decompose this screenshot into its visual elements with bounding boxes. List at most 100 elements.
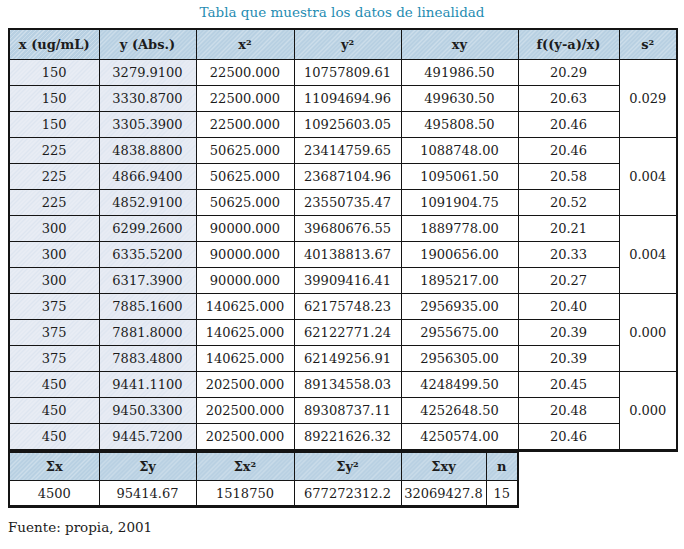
col-header-x: x (ug/mL) [9, 29, 99, 60]
sum-n: 15 [486, 481, 518, 507]
cell-s2: 0.004 [619, 138, 677, 216]
cell-x2: 50625.000 [196, 164, 294, 190]
cell-xy: 1895217.00 [401, 268, 518, 294]
cell-f: 20.46 [518, 112, 619, 138]
cell-xy: 4252648.50 [401, 398, 518, 424]
table-row: 150 3305.3900 22500.000 10925603.05 4958… [9, 112, 677, 138]
cell-y2: 23414759.65 [294, 138, 401, 164]
table-row: 225 4852.9100 50625.000 23550735.47 1091… [9, 190, 677, 216]
cell-xy: 2956305.00 [401, 346, 518, 372]
cell-x: 225 [9, 190, 99, 216]
table-row: 300 6299.2600 90000.000 39680676.55 1889… [9, 216, 677, 242]
cell-xy: 1889778.00 [401, 216, 518, 242]
cell-y2: 39680676.55 [294, 216, 401, 242]
cell-y: 6299.2600 [99, 216, 196, 242]
table-row: 375 7885.1600 140625.000 62175748.23 295… [9, 294, 677, 320]
cell-xy: 1091904.75 [401, 190, 518, 216]
cell-x: 150 [9, 112, 99, 138]
cell-y: 4838.8800 [99, 138, 196, 164]
cell-f: 20.48 [518, 398, 619, 424]
sum-y2: 677272312.2 [294, 481, 401, 507]
cell-f: 20.39 [518, 346, 619, 372]
summary-value-row: 4500 95414.67 1518750 677272312.2 320694… [9, 481, 518, 507]
table-row: 225 4838.8800 50625.000 23414759.65 1088… [9, 138, 677, 164]
sum-header-sy2: Σy² [294, 453, 401, 481]
cell-x: 450 [9, 372, 99, 398]
cell-y2: 89134558.03 [294, 372, 401, 398]
cell-x2: 140625.000 [196, 320, 294, 346]
cell-y: 9450.3300 [99, 398, 196, 424]
sum-header-sx: Σx [9, 453, 99, 481]
col-header-y: y (Abs.) [99, 29, 196, 60]
cell-x: 450 [9, 398, 99, 424]
cell-xy: 1088748.00 [401, 138, 518, 164]
cell-x2: 90000.000 [196, 268, 294, 294]
cell-y: 9445.7200 [99, 424, 196, 451]
cell-y: 3305.3900 [99, 112, 196, 138]
cell-x2: 22500.000 [196, 86, 294, 112]
cell-f: 20.29 [518, 60, 619, 86]
cell-x: 375 [9, 346, 99, 372]
sum-y: 95414.67 [99, 481, 196, 507]
cell-f: 20.33 [518, 242, 619, 268]
table-row: 375 7883.4800 140625.000 62149256.91 295… [9, 346, 677, 372]
cell-x: 300 [9, 216, 99, 242]
col-header-y2: y² [294, 29, 401, 60]
cell-f: 20.46 [518, 424, 619, 451]
cell-xy: 491986.50 [401, 60, 518, 86]
cell-y: 3330.8700 [99, 86, 196, 112]
table-row: 300 6317.3900 90000.000 39909416.41 1895… [9, 268, 677, 294]
cell-x: 225 [9, 138, 99, 164]
linearity-table: x (ug/mL) y (Abs.) x² y² xy f((y-a)/x) s… [8, 28, 678, 452]
sum-xy: 32069427.8 [401, 481, 486, 507]
col-header-x2: x² [196, 29, 294, 60]
cell-x: 300 [9, 242, 99, 268]
cell-xy: 495808.50 [401, 112, 518, 138]
cell-xy: 2955675.00 [401, 320, 518, 346]
table-row: 300 6335.5200 90000.000 40138813.67 1900… [9, 242, 677, 268]
cell-y2: 39909416.41 [294, 268, 401, 294]
cell-y2: 23550735.47 [294, 190, 401, 216]
cell-y2: 10757809.61 [294, 60, 401, 86]
cell-f: 20.46 [518, 138, 619, 164]
col-header-s2: s² [619, 29, 677, 60]
cell-y: 7881.8000 [99, 320, 196, 346]
col-header-f: f((y-a)/x) [518, 29, 619, 60]
cell-x: 225 [9, 164, 99, 190]
table-row: 225 4866.9400 50625.000 23687104.96 1095… [9, 164, 677, 190]
cell-xy: 4248499.50 [401, 372, 518, 398]
cell-s2: 0.004 [619, 216, 677, 294]
cell-x: 300 [9, 268, 99, 294]
cell-y2: 62175748.23 [294, 294, 401, 320]
cell-f: 20.40 [518, 294, 619, 320]
cell-x2: 50625.000 [196, 138, 294, 164]
cell-f: 20.27 [518, 268, 619, 294]
cell-x2: 90000.000 [196, 216, 294, 242]
cell-x2: 22500.000 [196, 112, 294, 138]
cell-y: 4852.9100 [99, 190, 196, 216]
cell-xy: 499630.50 [401, 86, 518, 112]
cell-f: 20.63 [518, 86, 619, 112]
summary-header-row: Σx Σy Σx² Σy² Σxy n [9, 453, 518, 481]
sum-header-n: n [486, 453, 518, 481]
sum-header-sxy: Σxy [401, 453, 486, 481]
cell-x2: 90000.000 [196, 242, 294, 268]
cell-x: 375 [9, 320, 99, 346]
cell-y2: 11094694.96 [294, 86, 401, 112]
cell-x2: 22500.000 [196, 60, 294, 86]
cell-y2: 40138813.67 [294, 242, 401, 268]
cell-xy: 2956935.00 [401, 294, 518, 320]
cell-s2: 0.000 [619, 372, 677, 451]
cell-y2: 89221626.32 [294, 424, 401, 451]
cell-y2: 89308737.11 [294, 398, 401, 424]
cell-xy: 4250574.00 [401, 424, 518, 451]
cell-f: 20.39 [518, 320, 619, 346]
cell-x2: 140625.000 [196, 294, 294, 320]
table-row: 450 9441.1100 202500.000 89134558.03 424… [9, 372, 677, 398]
cell-x: 150 [9, 60, 99, 86]
cell-y2: 23687104.96 [294, 164, 401, 190]
cell-xy: 1900656.00 [401, 242, 518, 268]
cell-x: 375 [9, 294, 99, 320]
cell-y: 3279.9100 [99, 60, 196, 86]
document-page: Tabla que muestra los datos de linealida… [0, 0, 684, 549]
